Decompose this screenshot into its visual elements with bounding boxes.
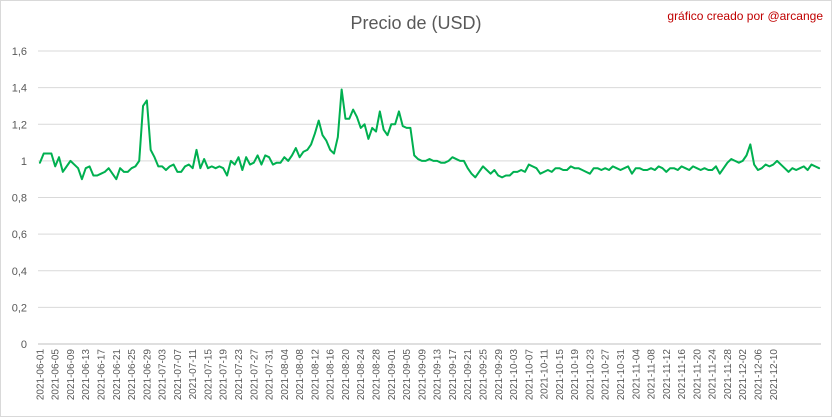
x-tick-label: 2021-09-05 — [402, 349, 413, 401]
x-tick-label: 2021-06-25 — [127, 349, 138, 401]
y-tick-label: 1,2 — [12, 119, 27, 131]
x-tick-label: 2021-11-24 — [708, 349, 719, 400]
y-tick-label: 0,6 — [12, 229, 27, 241]
x-tick-label: 2021-10-19 — [570, 349, 581, 401]
x-tick-label: 2021-07-27 — [249, 349, 260, 401]
x-tick-label: 2021-10-07 — [524, 349, 535, 401]
x-tick-label: 2021-10-27 — [601, 349, 612, 401]
y-tick-label: 0 — [21, 339, 27, 351]
x-tick-label: 2021-09-09 — [417, 349, 428, 401]
credit-label: gráfico creado por @arcange — [667, 9, 823, 23]
x-tick-label: 2021-10-11 — [540, 349, 551, 400]
x-tick-label: 2021-06-29 — [142, 349, 153, 401]
x-tick-label: 2021-09-17 — [448, 349, 459, 401]
x-tick-label: 2021-07-03 — [158, 349, 169, 401]
chart-title: Precio de (USD) — [350, 13, 482, 33]
x-tick-label: 2021-10-03 — [509, 349, 520, 401]
x-tick-label: 2021-09-21 — [463, 349, 474, 401]
x-tick-label: 2021-08-24 — [356, 349, 367, 401]
x-tick-label: 2021-11-12 — [662, 349, 673, 400]
y-tick-label: 0,2 — [12, 302, 27, 314]
y-axis-ticks: 0 0,2 0,4 0,6 0,8 1 1,2 1,4 1,6 — [12, 46, 27, 351]
y-tick-label: 0,8 — [12, 193, 27, 205]
x-tick-label: 2021-09-29 — [494, 349, 505, 401]
x-tick-label: 2021-12-02 — [738, 349, 749, 401]
x-tick-label: 2021-08-20 — [341, 349, 352, 401]
x-tick-label: 2021-08-08 — [295, 349, 306, 401]
x-tick-label: 2021-08-04 — [280, 349, 291, 401]
series-line — [38, 88, 821, 181]
x-tick-label: 2021-08-12 — [310, 349, 321, 401]
y-tick-label: 1,6 — [12, 46, 27, 58]
x-tick-label: 2021-06-05 — [51, 349, 62, 401]
x-tick-label: 2021-09-13 — [433, 349, 444, 401]
x-tick-label: 2021-06-09 — [66, 349, 77, 401]
x-tick-label: 2021-11-08 — [647, 349, 658, 400]
x-tick-label: 2021-11-16 — [677, 349, 688, 400]
x-tick-label: 2021-06-17 — [97, 349, 108, 401]
x-tick-label: 2021-10-15 — [555, 349, 566, 401]
x-tick-label: 2021-07-11 — [188, 349, 199, 400]
x-tick-label: 2021-07-19 — [219, 349, 230, 401]
x-tick-label: 2021-06-21 — [112, 349, 123, 401]
x-tick-label: 2021-06-13 — [81, 349, 92, 401]
x-tick-label: 2021-12-10 — [769, 349, 780, 401]
x-tick-label: 2021-09-01 — [387, 349, 398, 401]
x-tick-label: 2021-08-16 — [326, 349, 337, 401]
series-lines — [38, 88, 821, 181]
y-tick-label: 0,4 — [12, 266, 27, 278]
x-tick-label: 2021-06-01 — [35, 349, 46, 401]
x-tick-label: 2021-09-25 — [478, 349, 489, 401]
x-tick-label: 2021-11-20 — [692, 349, 703, 400]
x-tick-label: 2021-10-23 — [585, 349, 596, 401]
x-tick-label: 2021-11-04 — [631, 349, 642, 400]
gridlines — [38, 50, 821, 345]
x-tick-label: 2021-07-15 — [203, 349, 214, 401]
x-tick-label: 2021-07-31 — [265, 349, 276, 401]
x-tick-label: 2021-07-23 — [234, 349, 245, 401]
x-tick-label: 2021-11-28 — [723, 349, 734, 400]
x-tick-label: 2021-07-07 — [173, 349, 184, 401]
y-tick-label: 1,4 — [12, 83, 27, 95]
x-tick-label: 2021-12-06 — [753, 349, 764, 401]
x-tick-label: 2021-10-31 — [616, 349, 627, 401]
x-tick-label: 2021-08-28 — [372, 349, 383, 401]
y-tick-label: 1 — [21, 156, 27, 168]
x-axis-ticks: 2021-06-01 2021-06-05 2021-06-09 2021-06-13… — [35, 349, 779, 401]
